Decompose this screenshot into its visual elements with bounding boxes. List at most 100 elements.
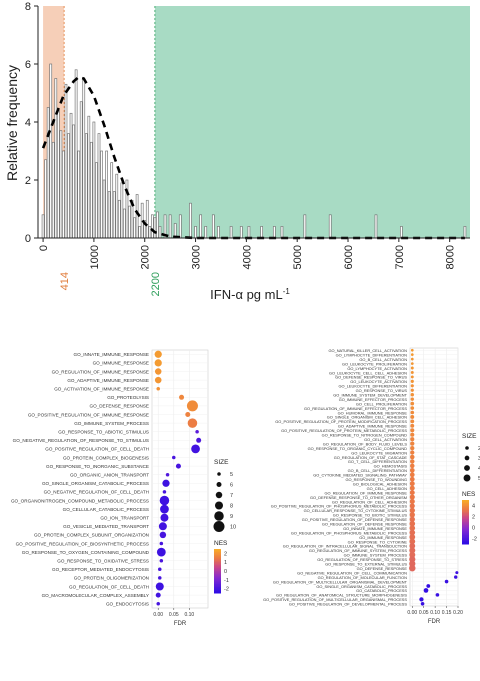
color-legend-step (462, 529, 469, 532)
color-legend-step (462, 502, 469, 505)
enrichment-dot (410, 375, 414, 379)
size-legend-dot (464, 455, 470, 461)
category-label: GO_ENDOCYTOSIS (106, 602, 149, 607)
size-legend-dot (464, 465, 470, 471)
enrichment-dot (158, 567, 162, 572)
color-legend-step (214, 557, 221, 560)
enrichment-dot (154, 368, 162, 375)
marker-label-414: 414 (59, 272, 71, 290)
enrichment-dot (409, 525, 416, 531)
color-legend-step (214, 549, 221, 551)
histogram-bar (95, 162, 98, 239)
histogram-bar (105, 150, 108, 239)
enrichment-dot (159, 558, 164, 563)
category-label: GO_ORGANONITROGEN_COMPOUND_METABOLIC_PRO… (11, 498, 149, 503)
category-label: GO_RESPONSE_TO_INORGANIC_SUBSTANCE (46, 464, 149, 469)
category-label: GO_REGULATION_OF_CELL_ADHESION (332, 499, 407, 504)
size-legend-label: 5 (230, 472, 233, 478)
enrichment-dot (195, 429, 199, 434)
enrichment-dot (159, 495, 170, 506)
category-label: GO_B_CELL_DIFFERENTIATION (348, 468, 408, 473)
enrichment-dot (410, 459, 415, 464)
enrichment-dot (410, 362, 414, 365)
enrichment-dot (435, 593, 440, 597)
enrichment-dot (410, 423, 415, 428)
enrichment-dot (179, 394, 185, 400)
category-label: GO_IMMUNE_RESPONSE (93, 361, 149, 366)
size-legend-label: 6 (230, 483, 233, 489)
enrichment-dot (156, 547, 166, 557)
color-legend-step (462, 517, 469, 520)
enrichment-dot (185, 412, 191, 417)
category-label: GO_PROTEIN_OLIGOMERIZATION (74, 576, 149, 581)
category-label: GO_POSITIVE_REGULATION_OF_DEVELOPMENTAL_… (289, 602, 408, 607)
high-range-shading (154, 6, 471, 238)
color-legend-step (214, 562, 221, 565)
histogram-bar (77, 150, 81, 239)
histogram-bar (328, 214, 332, 239)
category-label: GO_LYMPHOCYTE_DIFFERENTIATION (336, 352, 408, 357)
category-label: GO_DEFENSE_RESPONSE_TO_OTHER_ORGANISM (310, 495, 407, 500)
category-label: GO_ORGANIC_ANION_TRANSPORT (70, 473, 149, 478)
enrichment-dot (410, 357, 414, 361)
color-legend-step (462, 504, 469, 507)
y-axis-label: Relative frequency (4, 65, 20, 181)
color-legend-label: 2 (224, 551, 227, 557)
category-label: GO_PROTEOLYSIS (107, 395, 149, 400)
enrichment-dot (410, 370, 414, 374)
enrichment-dot (158, 522, 167, 531)
marker-label-2200: 2200 (150, 272, 162, 296)
x-tick-label: 0.10 (184, 612, 194, 618)
enrichment-dot (409, 485, 415, 491)
size-legend-label: 40 (478, 466, 480, 472)
x-axis-ticks: 0 1000 2000 3000 4000 5000 6000 7000 8000 (38, 238, 457, 269)
histogram-bar (135, 194, 139, 239)
category-label: GO_RESPONSE_TO_EXTERNAL_STIMULUS (325, 562, 407, 567)
category-label: GO_POSITIVE_REGULATION_OF_BIOSYNTHETIC_P… (16, 541, 149, 546)
color-legend-label: -2 (224, 587, 229, 593)
enrichment-dot (409, 467, 415, 473)
enrichment-dotplot-right: GO_NATURAL_KILLER_CELL_ACTIVATIONGO_LYMP… (263, 347, 480, 625)
color-legend-step (462, 536, 469, 539)
color-legend-step (214, 560, 221, 563)
category-label: GO_REGULATION_OF_IMMUNE_RESPONSE (324, 490, 407, 495)
plot-frame (151, 349, 209, 609)
category-label: GO_REGULATION_OF_DEFENSE_RESPONSE (322, 522, 408, 527)
histogram-bar (46, 107, 50, 239)
x-tick-label: 0.05 (419, 610, 429, 616)
category-label: GO_REGULATION_OF_IMMUNE_EFFECTOR_PROCESS (304, 406, 407, 411)
color-legend-title: NES (214, 540, 228, 547)
enrichment-dot (159, 541, 164, 546)
color-legend-step (462, 516, 469, 519)
enrichment-dot (175, 463, 181, 469)
category-label: GO_REGULATION_OF_MULTICELLULAR_ORGANISMA… (273, 579, 408, 584)
enrichment-dot (410, 410, 415, 415)
histogram-bar (158, 226, 162, 239)
category-label: GO_RESPONSE_TO_VIRUS (356, 388, 408, 393)
color-legend-step (214, 553, 221, 556)
size-legend-label: 50 (478, 476, 480, 482)
enrichment-dot (409, 556, 416, 563)
enrichment-dot (410, 428, 415, 433)
color-legend-step (214, 584, 221, 587)
color-legend-step (462, 530, 469, 533)
histogram-bar (102, 179, 106, 239)
histogram-bar (150, 214, 154, 239)
enrichment-dot (409, 498, 415, 505)
size-legend-dot (463, 474, 471, 482)
category-label: GO_SINGLE_ORGANISM_CATABOLIC_PROCESS (316, 584, 407, 589)
x-axis-label-main: IFN-α pg mL (210, 287, 283, 302)
enrichment-dot (419, 597, 424, 602)
color-legend-step (214, 569, 221, 572)
category-label: GO_VESICLE_MEDIATED_TRANSPORT (63, 524, 149, 529)
color-legend-step (214, 554, 221, 557)
enrichment-dot (410, 397, 414, 401)
histogram-bar (204, 226, 208, 239)
enrichment-dot (155, 592, 161, 598)
category-label: GO_REGULATION_OF_IMMUNE_RESPONSE (52, 369, 149, 374)
histogram-bar (54, 78, 58, 239)
color-legend-step (214, 581, 221, 584)
category-label: GO_POSITIVE_REGULATION_OF_PHOSPHORUS_MET… (271, 504, 408, 509)
enrichment-dotplot-left: GO_INNATE_IMMUNE_RESPONSE GO_IMMUNE_RESPO… (11, 349, 236, 627)
color-legend-step (214, 559, 221, 562)
